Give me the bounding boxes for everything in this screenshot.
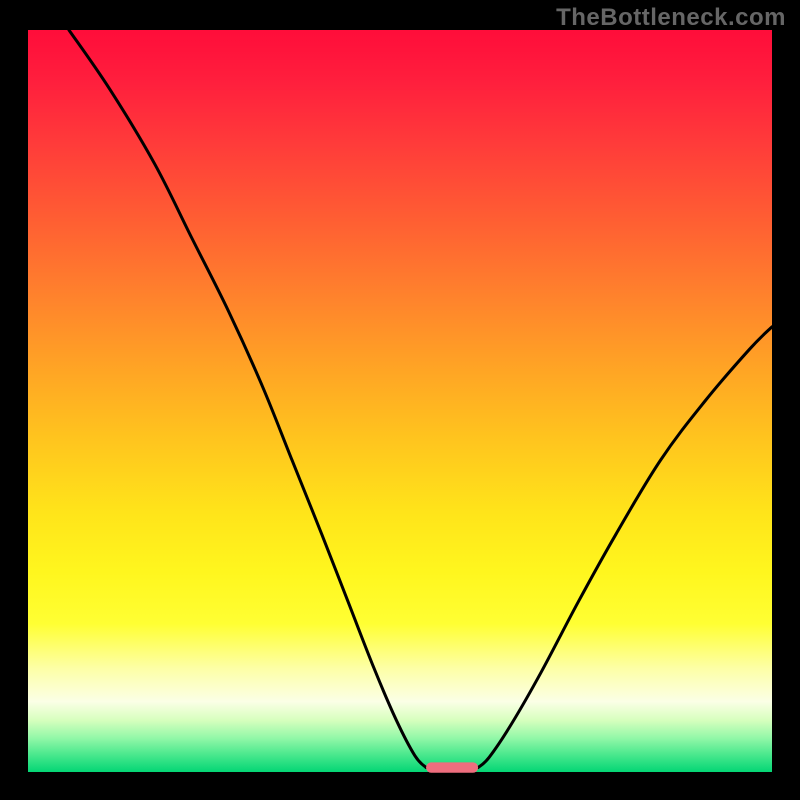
watermark-text: TheBottleneck.com: [556, 4, 786, 32]
plot-gradient-background: [28, 30, 772, 772]
minimum-marker: [426, 762, 478, 772]
bottleneck-chart: [0, 0, 800, 800]
chart-stage: TheBottleneck.com: [0, 0, 800, 800]
